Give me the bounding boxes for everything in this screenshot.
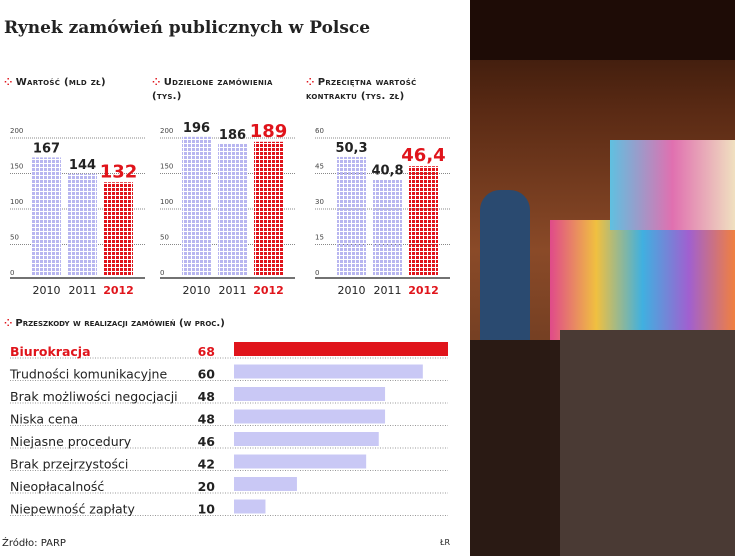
category-label: Niepewność zapłaty bbox=[10, 502, 136, 517]
y-tick-label: 0 bbox=[160, 269, 164, 277]
chart-title-text: Przeciętna wartość kontraktu (tys. zł) bbox=[306, 77, 417, 102]
y-tick-label: 150 bbox=[160, 163, 173, 171]
value-label: 144 bbox=[69, 158, 96, 173]
y-tick-label: 15 bbox=[315, 234, 324, 242]
category-label: Niejasne procedury bbox=[10, 434, 132, 449]
category-label: Niska cena bbox=[10, 412, 78, 427]
bar-Trudności komunikacyjne bbox=[234, 364, 423, 379]
value-label: 40,8 bbox=[371, 163, 403, 178]
page-title: Rynek zamówień publicznych w Polsce bbox=[4, 18, 371, 38]
value-label: 186 bbox=[219, 128, 246, 143]
y-tick-label: 0 bbox=[10, 269, 14, 277]
bar-2010 bbox=[32, 157, 61, 276]
chart-title-orders: ⁘ Udzielone zamówienia (tys.) bbox=[152, 76, 282, 104]
small-bar-charts: 0501001502001672010144201113220120501001… bbox=[10, 121, 450, 297]
y-tick-label: 50 bbox=[10, 234, 19, 242]
bullet-icon: ⁘ bbox=[306, 77, 315, 88]
y-tick-label: 0 bbox=[315, 269, 319, 277]
y-tick-label: 60 bbox=[315, 127, 324, 135]
category-label: Biurokracja bbox=[10, 344, 91, 359]
value-label: 189 bbox=[250, 121, 288, 142]
value-label: 132 bbox=[100, 161, 138, 182]
source-note: Źródło: PARP bbox=[2, 538, 66, 549]
value-label: 48 bbox=[198, 389, 215, 404]
value-label: 42 bbox=[198, 457, 215, 472]
bar-Biurokracja bbox=[234, 342, 448, 356]
bar-Niejasne procedury bbox=[234, 432, 379, 446]
author-credit: ŁR bbox=[440, 538, 451, 547]
bar-2010 bbox=[337, 156, 366, 276]
bar-2012 bbox=[254, 141, 283, 276]
bar-Brak możliwości negocjacji bbox=[234, 387, 386, 401]
x-tick-label: 2010 bbox=[338, 284, 366, 297]
category-label: Brak możliwości negocjacji bbox=[10, 389, 178, 404]
x-tick-label: 2010 bbox=[33, 284, 61, 297]
value-label: 68 bbox=[198, 344, 215, 359]
bar-2010 bbox=[182, 136, 211, 276]
x-tick-label: 2012 bbox=[408, 284, 439, 297]
chart-title-avg-contract: ⁘ Przeciętna wartość kontraktu (tys. zł) bbox=[306, 76, 456, 104]
hbar-chart-title: ⁘ Przeszkody w realizacji zamówień (w pro… bbox=[4, 318, 225, 329]
bar-2011 bbox=[218, 143, 247, 276]
category-label: Brak przejrzystości bbox=[10, 457, 128, 472]
y-tick-label: 200 bbox=[160, 127, 173, 135]
photo-stacked-documents bbox=[470, 0, 735, 556]
value-label: 46,4 bbox=[401, 145, 445, 166]
bar-Niepewność zapłaty bbox=[234, 499, 266, 514]
bar-Niska cena bbox=[234, 409, 386, 424]
bullet-icon: ⁘ bbox=[4, 77, 13, 88]
bar-2012 bbox=[104, 182, 133, 276]
bar-Brak przejrzystości bbox=[234, 454, 367, 469]
y-tick-label: 45 bbox=[315, 163, 324, 171]
x-tick-label: 2012 bbox=[103, 284, 134, 297]
obstacles-bar-chart: Biurokracja 68 Trudności komunikacyjne 60 Br… bbox=[9, 342, 448, 517]
value-label: 60 bbox=[198, 367, 216, 382]
x-tick-label: 2011 bbox=[219, 284, 247, 297]
y-tick-label: 200 bbox=[10, 127, 23, 135]
y-tick-label: 30 bbox=[315, 198, 324, 206]
bar-2011 bbox=[68, 173, 97, 276]
value-label: 20 bbox=[198, 479, 216, 494]
chart-title-text: Przeszkody w realizacji zamówień (w proc… bbox=[15, 318, 225, 329]
category-label: Trudności komunikacyjne bbox=[9, 367, 167, 382]
value-label: 46 bbox=[198, 434, 216, 449]
y-tick-label: 100 bbox=[10, 198, 23, 206]
y-tick-label: 50 bbox=[160, 234, 169, 242]
x-tick-label: 2010 bbox=[183, 284, 211, 297]
category-label: Nieopłacalność bbox=[10, 479, 104, 494]
y-tick-label: 150 bbox=[10, 163, 23, 171]
chart-title-value: ⁘ Wartość (mld zł) bbox=[4, 76, 106, 90]
y-tick-label: 100 bbox=[160, 198, 173, 206]
value-label: 196 bbox=[183, 121, 210, 136]
value-label: 50,3 bbox=[335, 141, 367, 156]
x-tick-label: 2011 bbox=[69, 284, 97, 297]
infographic: Rynek zamówień publicznych w Polsce ⁘ War… bbox=[2, 18, 456, 549]
bullet-icon: ⁘ bbox=[152, 77, 161, 88]
chart-title-text: Wartość (mld zł) bbox=[15, 77, 106, 88]
bullet-icon: ⁘ bbox=[4, 318, 13, 329]
x-tick-label: 2011 bbox=[374, 284, 402, 297]
bar-Nieopłacalność bbox=[234, 477, 297, 491]
bar-2011 bbox=[373, 179, 402, 276]
bar-2012 bbox=[409, 166, 438, 276]
value-label: 10 bbox=[198, 502, 216, 517]
value-label: 48 bbox=[198, 412, 215, 427]
x-tick-label: 2012 bbox=[253, 284, 284, 297]
value-label: 167 bbox=[33, 141, 60, 156]
chart-title-text: Udzielone zamówienia (tys.) bbox=[152, 77, 273, 102]
